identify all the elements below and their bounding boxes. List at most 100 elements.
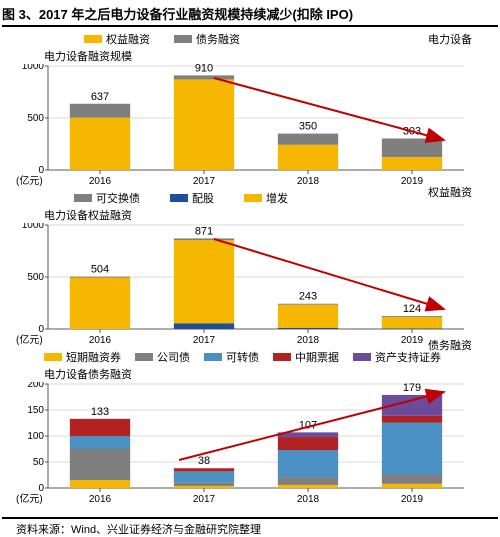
bar-segment xyxy=(382,317,442,328)
chart2-right-label: 权益融资 xyxy=(428,184,472,200)
bar-segment xyxy=(70,436,130,449)
legend-item: 可转债 xyxy=(204,349,259,365)
bar-total-label: 179 xyxy=(403,382,421,394)
bar-total-label: 637 xyxy=(91,91,109,103)
bar-segment xyxy=(174,79,234,170)
swatch xyxy=(244,194,262,202)
xtick-label: 2016 xyxy=(89,176,112,187)
chart3-right-label: 债务融资 xyxy=(428,337,472,353)
xtick-label: 2019 xyxy=(401,494,424,505)
bar-segment xyxy=(382,416,442,423)
legend-label: 配股 xyxy=(192,190,214,206)
chart1-subtitle: 电力设备融资规模 xyxy=(44,48,486,64)
bar-total-label: 38 xyxy=(198,455,210,467)
chart3-legend: 短期融资券 公司债 可转债 中期票据 资产支持证券 债务融资 xyxy=(44,349,486,365)
bar-segment xyxy=(174,486,234,488)
bar-segment xyxy=(70,449,130,480)
xtick-label: 2018 xyxy=(297,494,320,505)
bar-total-label: 871 xyxy=(195,225,213,237)
ytick-label: 1000 xyxy=(22,223,45,231)
swatch xyxy=(44,353,62,361)
figure-title: 图 3、2017 年之后电力设备行业融资规模持续减少(扣除 IPO) xyxy=(2,2,498,25)
chart-svg: 050010005042016871201724320181242019(亿元) xyxy=(14,223,474,347)
legend-label: 权益融资 xyxy=(106,31,150,47)
ytick-label: 150 xyxy=(27,405,44,416)
unit-label: (亿元) xyxy=(16,333,43,346)
bar-segment xyxy=(278,328,338,329)
chart-svg: 050010006372016910201735020183032019(亿元) xyxy=(14,64,474,188)
ytick-label: 1000 xyxy=(22,64,45,72)
legend-item: 公司债 xyxy=(135,349,190,365)
bar-segment xyxy=(382,157,442,170)
ytick-label: 500 xyxy=(27,113,44,124)
bar-segment xyxy=(382,422,442,474)
legend-item: 中期票据 xyxy=(273,349,339,365)
xtick-label: 2016 xyxy=(89,335,112,346)
legend-item: 可交换债 xyxy=(74,190,140,206)
swatch xyxy=(170,194,188,202)
legend-item: 配股 xyxy=(170,190,214,206)
unit-label: (亿元) xyxy=(16,174,43,187)
legend-label: 债务融资 xyxy=(196,31,240,47)
bar-segment xyxy=(278,485,338,488)
ytick-label: 0 xyxy=(38,324,44,335)
bar-total-label: 243 xyxy=(299,291,317,303)
xtick-label: 2019 xyxy=(401,335,424,346)
xtick-label: 2019 xyxy=(401,176,424,187)
ytick-label: 200 xyxy=(27,382,44,390)
bar-segment xyxy=(382,138,442,157)
chart-svg: 050100150200133201638201710720181792019(… xyxy=(14,382,474,506)
swatch xyxy=(84,35,102,43)
swatch xyxy=(353,353,371,361)
swatch xyxy=(204,353,222,361)
bar-segment xyxy=(278,437,338,450)
bar-segment xyxy=(278,305,338,328)
bar-segment xyxy=(382,484,442,488)
bar-total-label: 910 xyxy=(195,64,213,74)
xtick-label: 2016 xyxy=(89,494,112,505)
ytick-label: 0 xyxy=(38,165,44,176)
chart1-plot: 050010006372016910201735020183032019(亿元) xyxy=(14,64,486,188)
swatch xyxy=(174,35,192,43)
bar-total-label: 350 xyxy=(299,121,317,133)
bar-segment xyxy=(70,104,130,118)
legend-label: 增发 xyxy=(266,190,288,206)
legend-item: 短期融资券 xyxy=(44,349,121,365)
xtick-label: 2018 xyxy=(297,176,320,187)
chart3-subtitle: 电力设备债务融资 xyxy=(44,366,486,382)
source-line: 资料来源：Wind、兴业证券经济与金融研究院整理 xyxy=(2,519,498,537)
legend-item: 债务融资 xyxy=(174,31,240,47)
bar-segment xyxy=(174,75,234,79)
bar-total-label: 124 xyxy=(403,303,421,315)
bar-segment xyxy=(174,483,234,486)
ytick-label: 100 xyxy=(27,431,44,442)
bar-segment xyxy=(382,474,442,483)
ytick-label: 0 xyxy=(38,483,44,494)
bar-segment xyxy=(278,304,338,305)
bar-segment xyxy=(278,145,338,170)
chart2-legend: 可交换债 配股 增发 权益融资 xyxy=(74,190,486,206)
bar-segment xyxy=(278,134,338,145)
figure-body: 权益融资 债务融资 电力设备 电力设备融资规模 0500100063720169… xyxy=(2,25,498,519)
bar-segment xyxy=(70,278,130,329)
bar-segment xyxy=(70,480,130,488)
legend-label: 短期融资券 xyxy=(66,349,121,365)
legend-label: 公司债 xyxy=(157,349,190,365)
bar-total-label: 133 xyxy=(91,406,109,418)
chart2-plot: 050010005042016871201724320181242019(亿元) xyxy=(14,223,486,347)
xtick-label: 2018 xyxy=(297,335,320,346)
bar-total-label: 504 xyxy=(91,264,109,276)
bar-segment xyxy=(174,238,234,240)
ytick-label: 500 xyxy=(27,272,44,283)
legend-label: 中期票据 xyxy=(295,349,339,365)
xtick-label: 2017 xyxy=(193,494,216,505)
bar-segment xyxy=(70,277,130,278)
bar-segment xyxy=(382,316,442,317)
legend-label: 可转债 xyxy=(226,349,259,365)
bar-segment xyxy=(278,477,338,485)
bar-segment xyxy=(174,468,234,471)
bar-segment xyxy=(382,328,442,329)
legend-item: 增发 xyxy=(244,190,288,206)
chart3-plot: 050100150200133201638201710720181792019(… xyxy=(14,382,486,506)
bar-segment xyxy=(174,240,234,323)
